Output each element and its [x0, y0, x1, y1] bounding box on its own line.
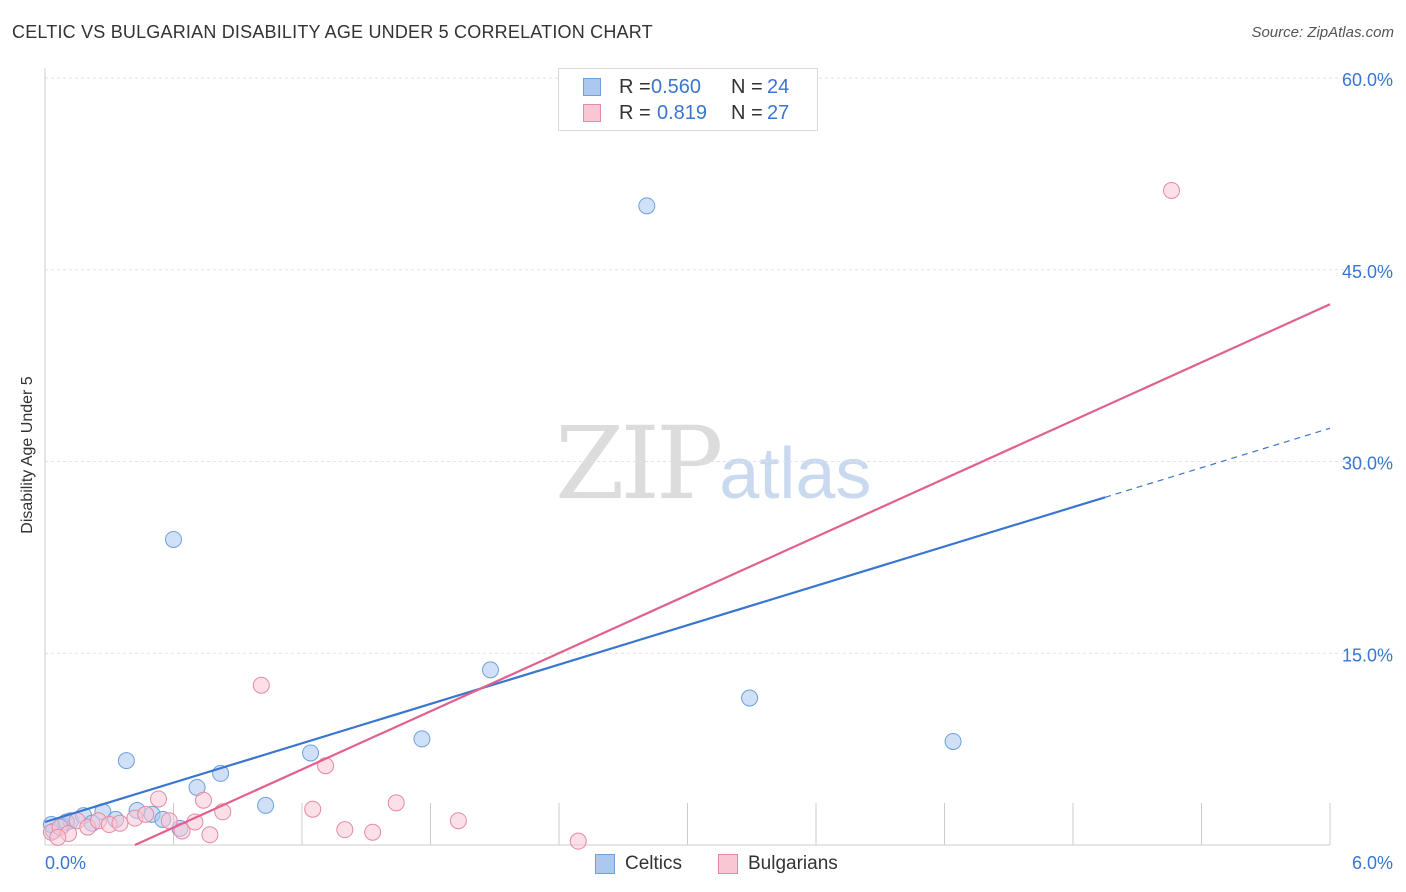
bulgarians-point	[150, 790, 168, 808]
celtics-trend-line	[44, 496, 1106, 824]
bulgarians-point	[1163, 181, 1181, 199]
bulgarians-point	[449, 812, 467, 830]
bottom-legend-bulgarians: Bulgarians	[718, 852, 838, 876]
bulgarians-point	[252, 676, 270, 694]
celtics-point	[413, 730, 431, 748]
celtics-point	[165, 530, 182, 548]
bulgarians-point	[49, 828, 67, 846]
legend-n-label: N =	[731, 101, 763, 124]
bulgarians-point	[336, 821, 354, 839]
legend-r-label: R =	[619, 101, 651, 124]
bottom-legend-swatch-bulgarians	[718, 854, 738, 874]
celtics-point	[302, 744, 320, 762]
y-tick-label: 15.0%	[1342, 645, 1393, 665]
y-tick-label: 45.0%	[1342, 262, 1393, 282]
bulgarians-point	[304, 800, 322, 818]
bulgarians-point	[111, 814, 129, 832]
bulgarians-point	[569, 832, 587, 850]
x-tick-label: 6.0%	[1352, 853, 1393, 873]
bulgarians-point	[387, 794, 405, 812]
y-tick-label: 30.0%	[1342, 454, 1393, 474]
legend-r-value: 0.560	[651, 75, 702, 98]
celtics-point	[117, 752, 135, 770]
watermark-zip: ZIP	[555, 405, 723, 522]
watermark: ZIPatlas	[555, 405, 871, 522]
celtics-point	[257, 796, 275, 814]
celtics-point	[741, 689, 759, 707]
watermark-atlas: atlas	[719, 434, 872, 514]
bulgarians-point	[201, 826, 219, 844]
legend-n-value: 27	[767, 101, 790, 124]
bottom-legend-label-bulgarians: Bulgarians	[748, 853, 838, 874]
bulgarians-point	[194, 791, 212, 809]
celtics-point	[481, 661, 499, 679]
bottom-legend-celtics: Celtics	[595, 852, 682, 876]
bulgarians-point	[364, 823, 382, 841]
bulgarians-point	[137, 805, 155, 823]
celtics-point	[944, 732, 962, 750]
legend-n-label: N =	[731, 75, 763, 98]
celtics-point	[638, 197, 656, 215]
legend-swatch-bulgarians	[583, 104, 601, 122]
bulgarians-trend-line	[134, 303, 1331, 847]
legend-n-value: 24	[767, 75, 790, 98]
celtics-trend-extension	[1104, 427, 1331, 498]
legend-r-label: R =	[619, 75, 651, 98]
bottom-legend-label-celtics: Celtics	[625, 853, 683, 874]
x-tick-label: 0.0%	[45, 853, 86, 873]
legend-r-value: 0.819	[657, 101, 708, 124]
bottom-legend-swatch-celtics	[595, 854, 615, 874]
legend: R = 0.560 N = 24 R = 0.819 N = 27	[558, 68, 818, 131]
chart-title: CELTIC VS BULGARIAN DISABILITY AGE UNDER…	[12, 22, 653, 42]
y-tick-label: 60.0%	[1342, 70, 1393, 90]
source-label: Source: ZipAtlas.com	[1251, 24, 1394, 41]
legend-swatch-celtics	[583, 78, 601, 96]
